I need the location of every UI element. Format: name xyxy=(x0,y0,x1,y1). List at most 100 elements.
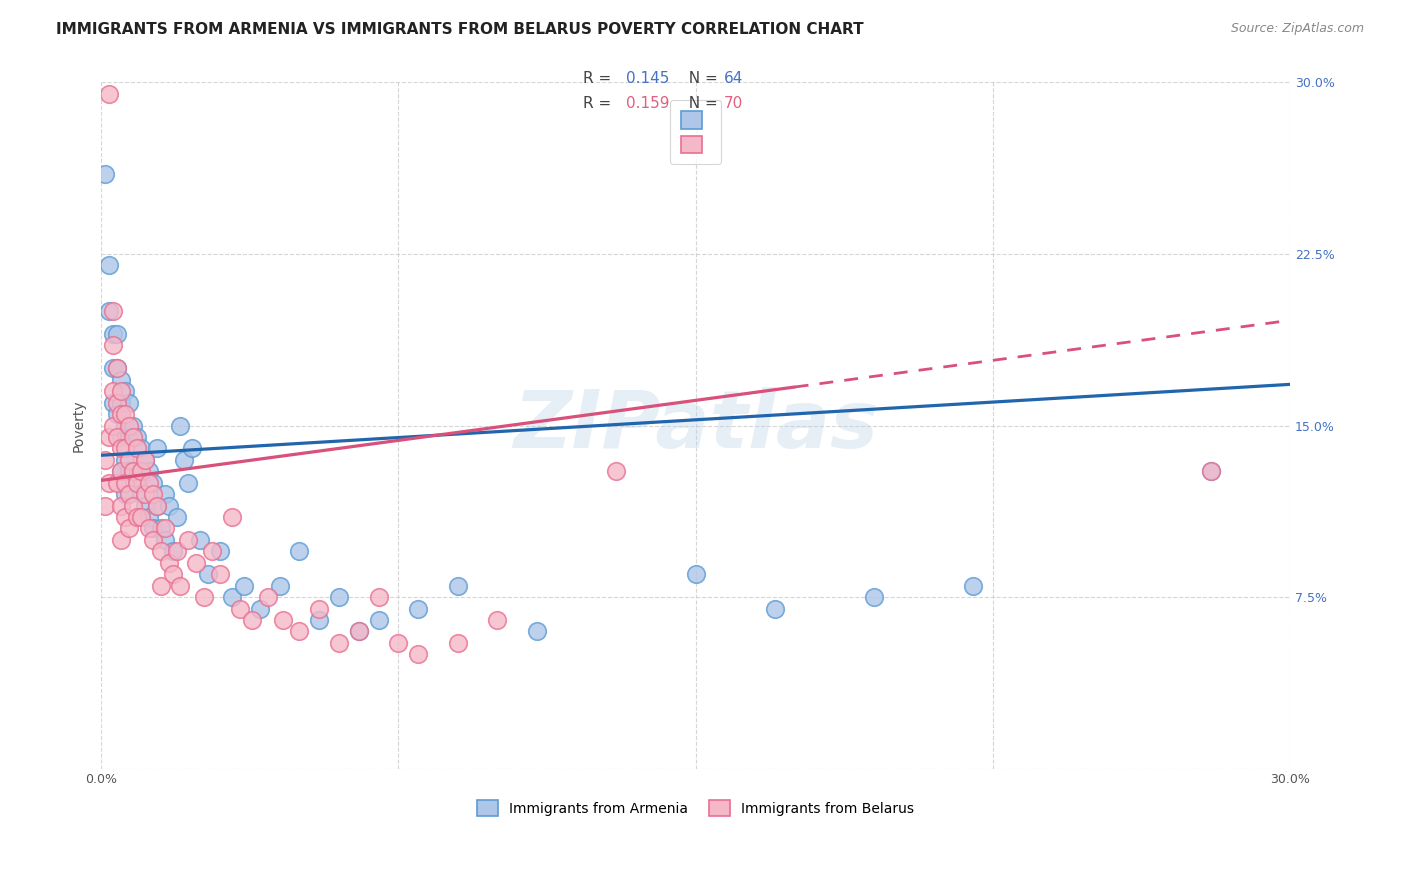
Point xyxy=(197,567,219,582)
Point xyxy=(105,430,128,444)
Point xyxy=(406,601,429,615)
Point xyxy=(118,395,141,409)
Point xyxy=(114,407,136,421)
Point xyxy=(188,533,211,547)
Point xyxy=(169,418,191,433)
Point xyxy=(125,430,148,444)
Point xyxy=(114,418,136,433)
Point xyxy=(1199,464,1222,478)
Point xyxy=(486,613,509,627)
Point xyxy=(288,624,311,639)
Point xyxy=(110,464,132,478)
Point xyxy=(328,590,350,604)
Point xyxy=(134,453,156,467)
Point xyxy=(221,590,243,604)
Point xyxy=(110,373,132,387)
Point xyxy=(134,453,156,467)
Point xyxy=(118,430,141,444)
Point xyxy=(114,475,136,490)
Point xyxy=(256,590,278,604)
Point xyxy=(209,567,232,582)
Point xyxy=(138,510,160,524)
Point xyxy=(347,624,370,639)
Point xyxy=(110,384,132,399)
Text: 0.159: 0.159 xyxy=(626,96,669,111)
Point xyxy=(149,521,172,535)
Point xyxy=(166,544,188,558)
Point xyxy=(387,636,409,650)
Point xyxy=(169,579,191,593)
Point xyxy=(122,464,145,478)
Point xyxy=(122,499,145,513)
Point xyxy=(273,613,295,627)
Point xyxy=(209,544,232,558)
Point xyxy=(110,407,132,421)
Point xyxy=(367,613,389,627)
Point xyxy=(125,475,148,490)
Point xyxy=(145,499,167,513)
Point xyxy=(162,544,184,558)
Point xyxy=(105,407,128,421)
Point xyxy=(308,601,330,615)
Point xyxy=(98,304,121,318)
Text: ZIPatlas: ZIPatlas xyxy=(513,386,879,465)
Point xyxy=(328,636,350,650)
Text: R =: R = xyxy=(583,96,617,111)
Point xyxy=(142,475,165,490)
Point xyxy=(157,556,180,570)
Point xyxy=(166,510,188,524)
Point xyxy=(142,521,165,535)
Point xyxy=(98,87,121,101)
Point xyxy=(94,167,117,181)
Point xyxy=(153,521,176,535)
Point xyxy=(685,567,707,582)
Point xyxy=(101,361,124,376)
Point xyxy=(177,533,200,547)
Point xyxy=(98,430,121,444)
Point xyxy=(101,384,124,399)
Point xyxy=(105,395,128,409)
Point xyxy=(122,464,145,478)
Point xyxy=(138,464,160,478)
Text: Source: ZipAtlas.com: Source: ZipAtlas.com xyxy=(1230,22,1364,36)
Point xyxy=(122,430,145,444)
Point xyxy=(181,442,204,456)
Point xyxy=(142,533,165,547)
Point xyxy=(347,624,370,639)
Point xyxy=(134,499,156,513)
Point xyxy=(447,636,470,650)
Point xyxy=(101,395,124,409)
Point xyxy=(177,475,200,490)
Point xyxy=(149,579,172,593)
Point xyxy=(94,499,117,513)
Point xyxy=(145,442,167,456)
Point xyxy=(186,556,208,570)
Point xyxy=(125,475,148,490)
Legend: Immigrants from Armenia, Immigrants from Belarus: Immigrants from Armenia, Immigrants from… xyxy=(471,793,921,823)
Point xyxy=(101,326,124,341)
Point xyxy=(118,418,141,433)
Point xyxy=(138,521,160,535)
Point xyxy=(145,499,167,513)
Point xyxy=(105,361,128,376)
Point xyxy=(269,579,291,593)
Point xyxy=(367,590,389,604)
Point xyxy=(118,521,141,535)
Point xyxy=(114,487,136,501)
Point xyxy=(240,613,263,627)
Point xyxy=(962,579,984,593)
Point xyxy=(118,487,141,501)
Point xyxy=(122,418,145,433)
Point xyxy=(288,544,311,558)
Point xyxy=(110,442,132,456)
Text: 0.145: 0.145 xyxy=(626,71,669,86)
Point xyxy=(229,601,252,615)
Point xyxy=(114,510,136,524)
Text: N =: N = xyxy=(679,96,723,111)
Point xyxy=(129,464,152,478)
Point xyxy=(118,453,141,467)
Point xyxy=(406,647,429,661)
Text: 70: 70 xyxy=(724,96,744,111)
Point xyxy=(162,567,184,582)
Point xyxy=(105,475,128,490)
